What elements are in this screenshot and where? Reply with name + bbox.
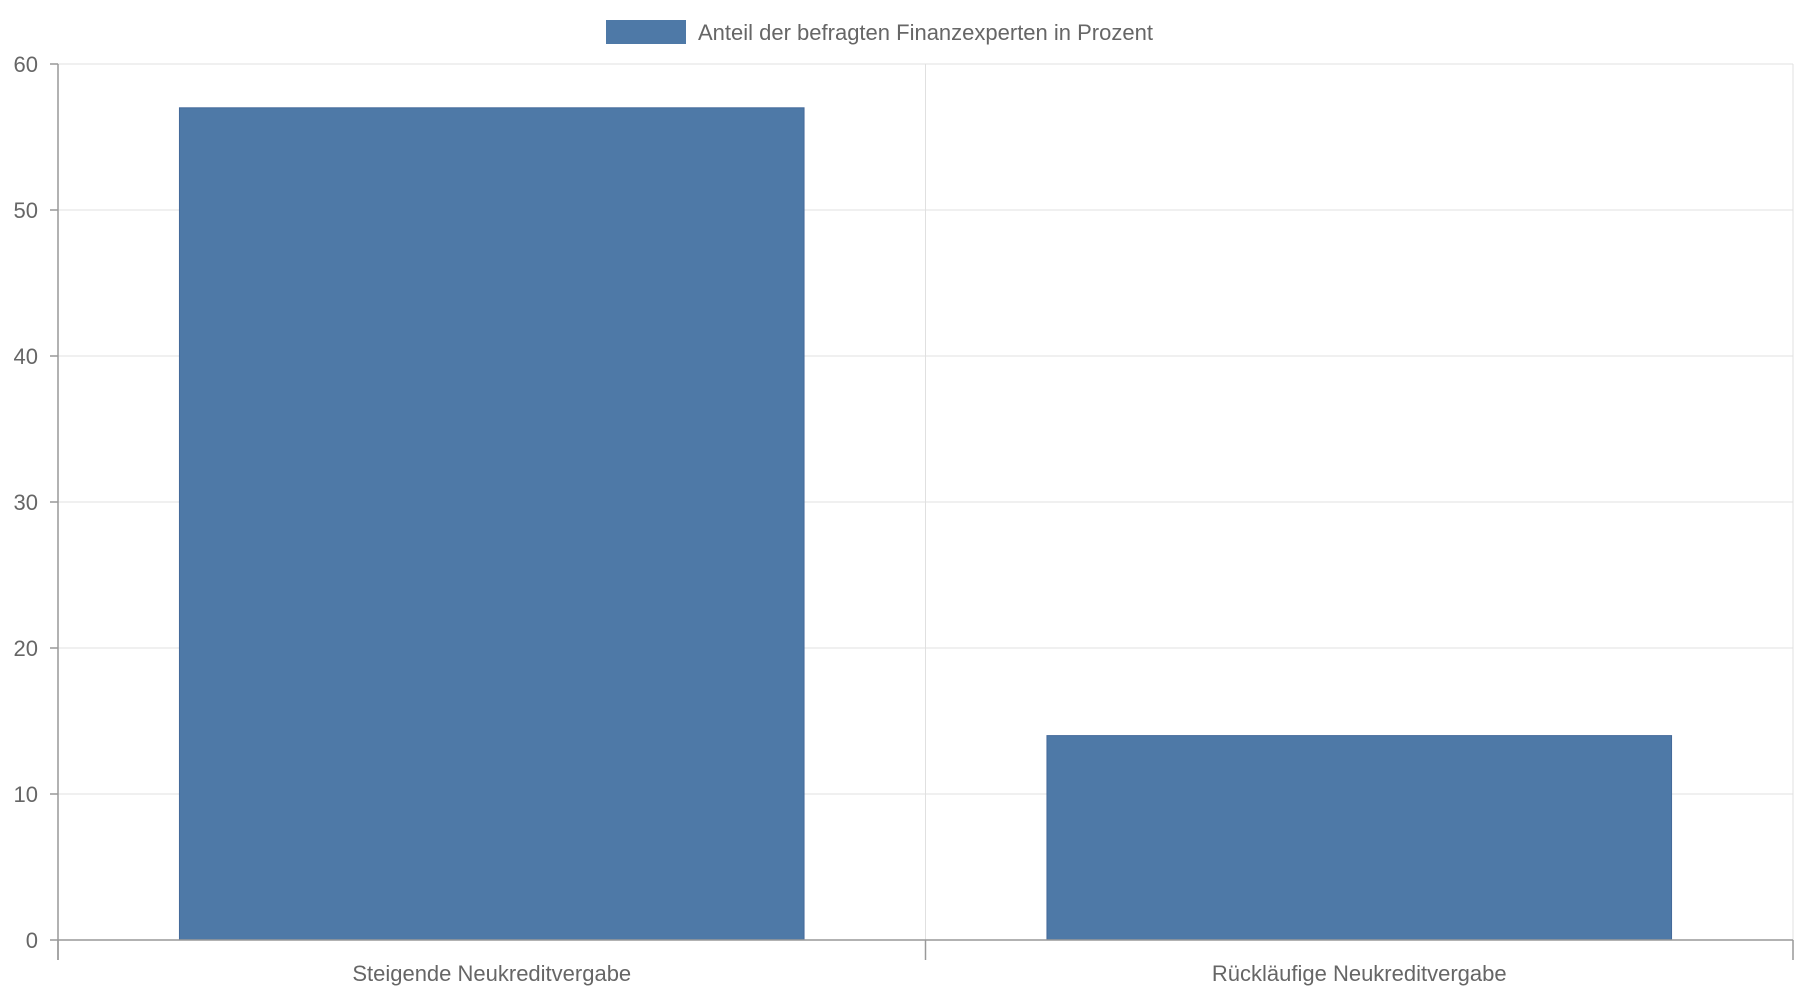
y-tick-label: 30: [14, 490, 38, 515]
y-tick-label: 60: [14, 52, 38, 77]
x-tick-label: Rückläufige Neukreditvergabe: [1212, 961, 1507, 986]
y-tick-label: 10: [14, 782, 38, 807]
bars: [178, 107, 1673, 941]
legend-swatch: [606, 20, 686, 44]
y-tick-label: 40: [14, 344, 38, 369]
x-axis-ticks: Steigende Neukreditvergabe Rückläufige Ne…: [57, 940, 1794, 986]
bar: [178, 107, 805, 941]
y-tick-label: 20: [14, 636, 38, 661]
x-tick-label: Steigende Neukreditvergabe: [352, 961, 631, 986]
y-axis-ticks: 0 10 20 30 40 50 60: [14, 52, 58, 953]
y-tick-label: 0: [26, 928, 38, 953]
legend: Anteil der befragten Finanzexperten in P…: [606, 20, 1153, 45]
legend-label: Anteil der befragten Finanzexperten in P…: [698, 20, 1153, 45]
y-tick-label: 50: [14, 198, 38, 223]
bar: [1046, 735, 1673, 941]
